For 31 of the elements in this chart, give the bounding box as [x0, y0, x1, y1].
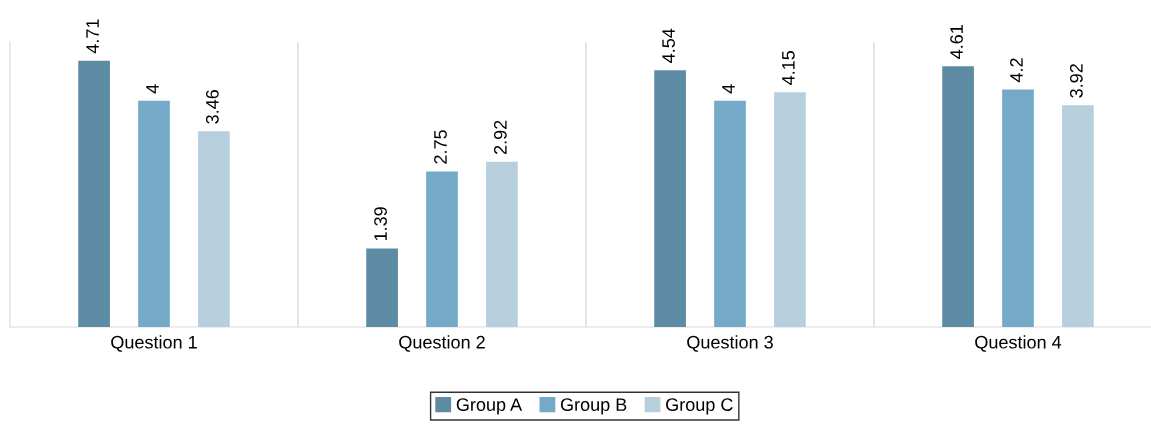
bar [138, 100, 170, 327]
bar [654, 70, 686, 327]
data-label: 4.15 [782, 50, 795, 85]
x-tick-label: Question 4 [975, 335, 1062, 352]
bar [1062, 105, 1094, 327]
bar [1002, 89, 1034, 327]
legend-label: Group B [560, 398, 627, 415]
legend-label: Group C [666, 398, 733, 415]
bar [426, 171, 458, 327]
x-tick-label: Question 1 [111, 335, 197, 352]
bar [774, 92, 806, 327]
data-label: 1.39 [374, 207, 387, 241]
legend-label: Group A [456, 398, 523, 415]
data-label: 2.75 [434, 130, 447, 164]
x-tick-label: Question 2 [399, 335, 485, 352]
data-label: 3.92 [1069, 64, 1083, 98]
data-label: 3.46 [205, 90, 219, 124]
bar [366, 248, 398, 327]
data-label: 4 [722, 84, 735, 94]
bar [198, 131, 230, 327]
bar [486, 161, 518, 327]
data-label: 4.2 [1010, 58, 1023, 83]
bar [714, 100, 746, 327]
data-label: 4.54 [662, 28, 675, 63]
data-label: 4.71 [86, 19, 99, 54]
x-tick-label: Question 3 [687, 335, 773, 352]
data-label: 4 [146, 84, 159, 94]
data-label: 2.92 [493, 120, 507, 155]
data-label: 4.61 [950, 25, 963, 59]
bar [942, 66, 974, 327]
bar [78, 60, 110, 327]
